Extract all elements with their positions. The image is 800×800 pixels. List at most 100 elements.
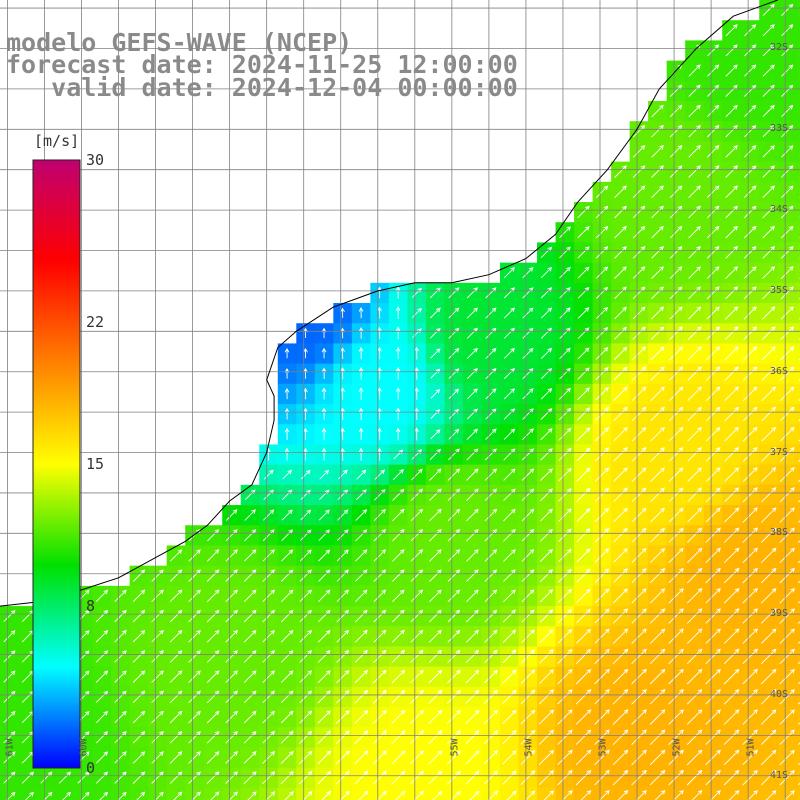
wind-arrow [429,589,442,603]
wind-arrow [465,709,480,725]
wind-arrow [613,568,628,583]
wind-arrow [723,527,740,543]
wind-cell [796,747,800,769]
wind-arrow [503,287,515,299]
wind-arrow [446,770,461,785]
wind-arrow [706,266,720,279]
wind-arrow [188,710,201,724]
wind-arrow [651,306,665,320]
wind-arrow [760,709,777,725]
wind-arrow [483,770,498,785]
wind-arrow [781,145,794,158]
wind-arrow [502,689,517,704]
wind-cell [685,242,705,264]
wind-arrow [724,447,739,462]
wind-arrow [447,629,461,643]
wind-arrow [761,366,776,381]
wind-arrow [377,447,382,461]
wind-arrow [354,689,369,704]
wind-arrow [225,730,238,744]
wind-arrow [558,407,572,421]
wind-cell [18,767,38,789]
wind-arrow [430,429,441,440]
wind-arrow [761,346,776,361]
wind-cell [796,121,800,143]
wind-cell [796,60,800,82]
wind-arrow [503,347,515,359]
wind-arrow [632,124,646,138]
wind-arrow [95,690,109,703]
wind-arrow [744,125,757,138]
wind-arrow [575,689,592,705]
wind-arrow [373,649,387,664]
wind-arrow [151,710,164,724]
wind-arrow [705,588,721,604]
wind-arrow [410,488,424,502]
wind-arrow [358,307,364,319]
wind-arrow [521,589,535,603]
wind-arrow [743,266,757,279]
wind-arrow [317,609,331,623]
wind-arrow [132,569,146,582]
wind-cell [333,707,353,728]
wind-cell [759,262,779,284]
wind-arrow [40,771,53,784]
wind-arrow [114,650,127,663]
wind-arrow [520,729,536,745]
wind-cell [666,282,686,304]
wind-arrow [465,649,480,664]
wind-arrow [577,307,590,319]
wind-arrow [484,649,498,664]
wind-arrow [687,467,702,482]
wind-arrow [299,710,313,724]
wind-arrow [724,467,739,482]
wind-arrow [614,246,627,259]
wind-arrow [317,710,331,724]
wind-cell [759,161,779,183]
wind-arrow [705,507,721,523]
wind-arrow [3,710,16,724]
wind-arrow [410,508,424,522]
wind-arrow [206,569,220,582]
wind-arrow [321,347,327,359]
wind-arrow [686,689,703,705]
wind-cell [240,787,260,800]
wind-arrow [595,266,609,279]
wind-arrow [613,467,628,482]
wind-arrow [706,124,720,138]
wind-arrow [169,629,183,643]
wind-arrow [3,670,16,683]
wind-arrow [576,407,591,421]
wind-arrow [686,709,703,725]
wind-arrow [466,488,479,502]
wind-arrow [303,407,308,420]
wind-arrow [484,629,498,643]
wind-arrow [410,629,424,643]
wind-cell [648,303,668,324]
wind-arrow [503,589,516,603]
wind-cell [796,343,800,365]
wind-arrow [114,710,127,724]
wind-arrow [484,528,498,542]
wind-arrow [559,307,571,319]
wind-cell [666,141,686,163]
wind-arrow [705,366,721,381]
wind-arrow [540,488,553,502]
wind-arrow [262,650,275,663]
wind-arrow [377,407,382,420]
wind-cell [777,787,797,800]
wind-cell [481,787,501,800]
wind-cell [666,262,686,284]
wind-arrow [686,769,703,786]
wind-arrow [522,327,534,339]
wind-arrow [303,447,308,461]
wind-cell [222,767,242,789]
wind-arrow [594,588,610,604]
wind-arrow [262,730,276,744]
wind-arrow [243,650,257,663]
wind-arrow [169,670,183,683]
wind-arrow [649,568,666,584]
wind-arrow [335,710,350,724]
wind-arrow [188,569,201,582]
latitude-label: 35S [770,284,789,296]
